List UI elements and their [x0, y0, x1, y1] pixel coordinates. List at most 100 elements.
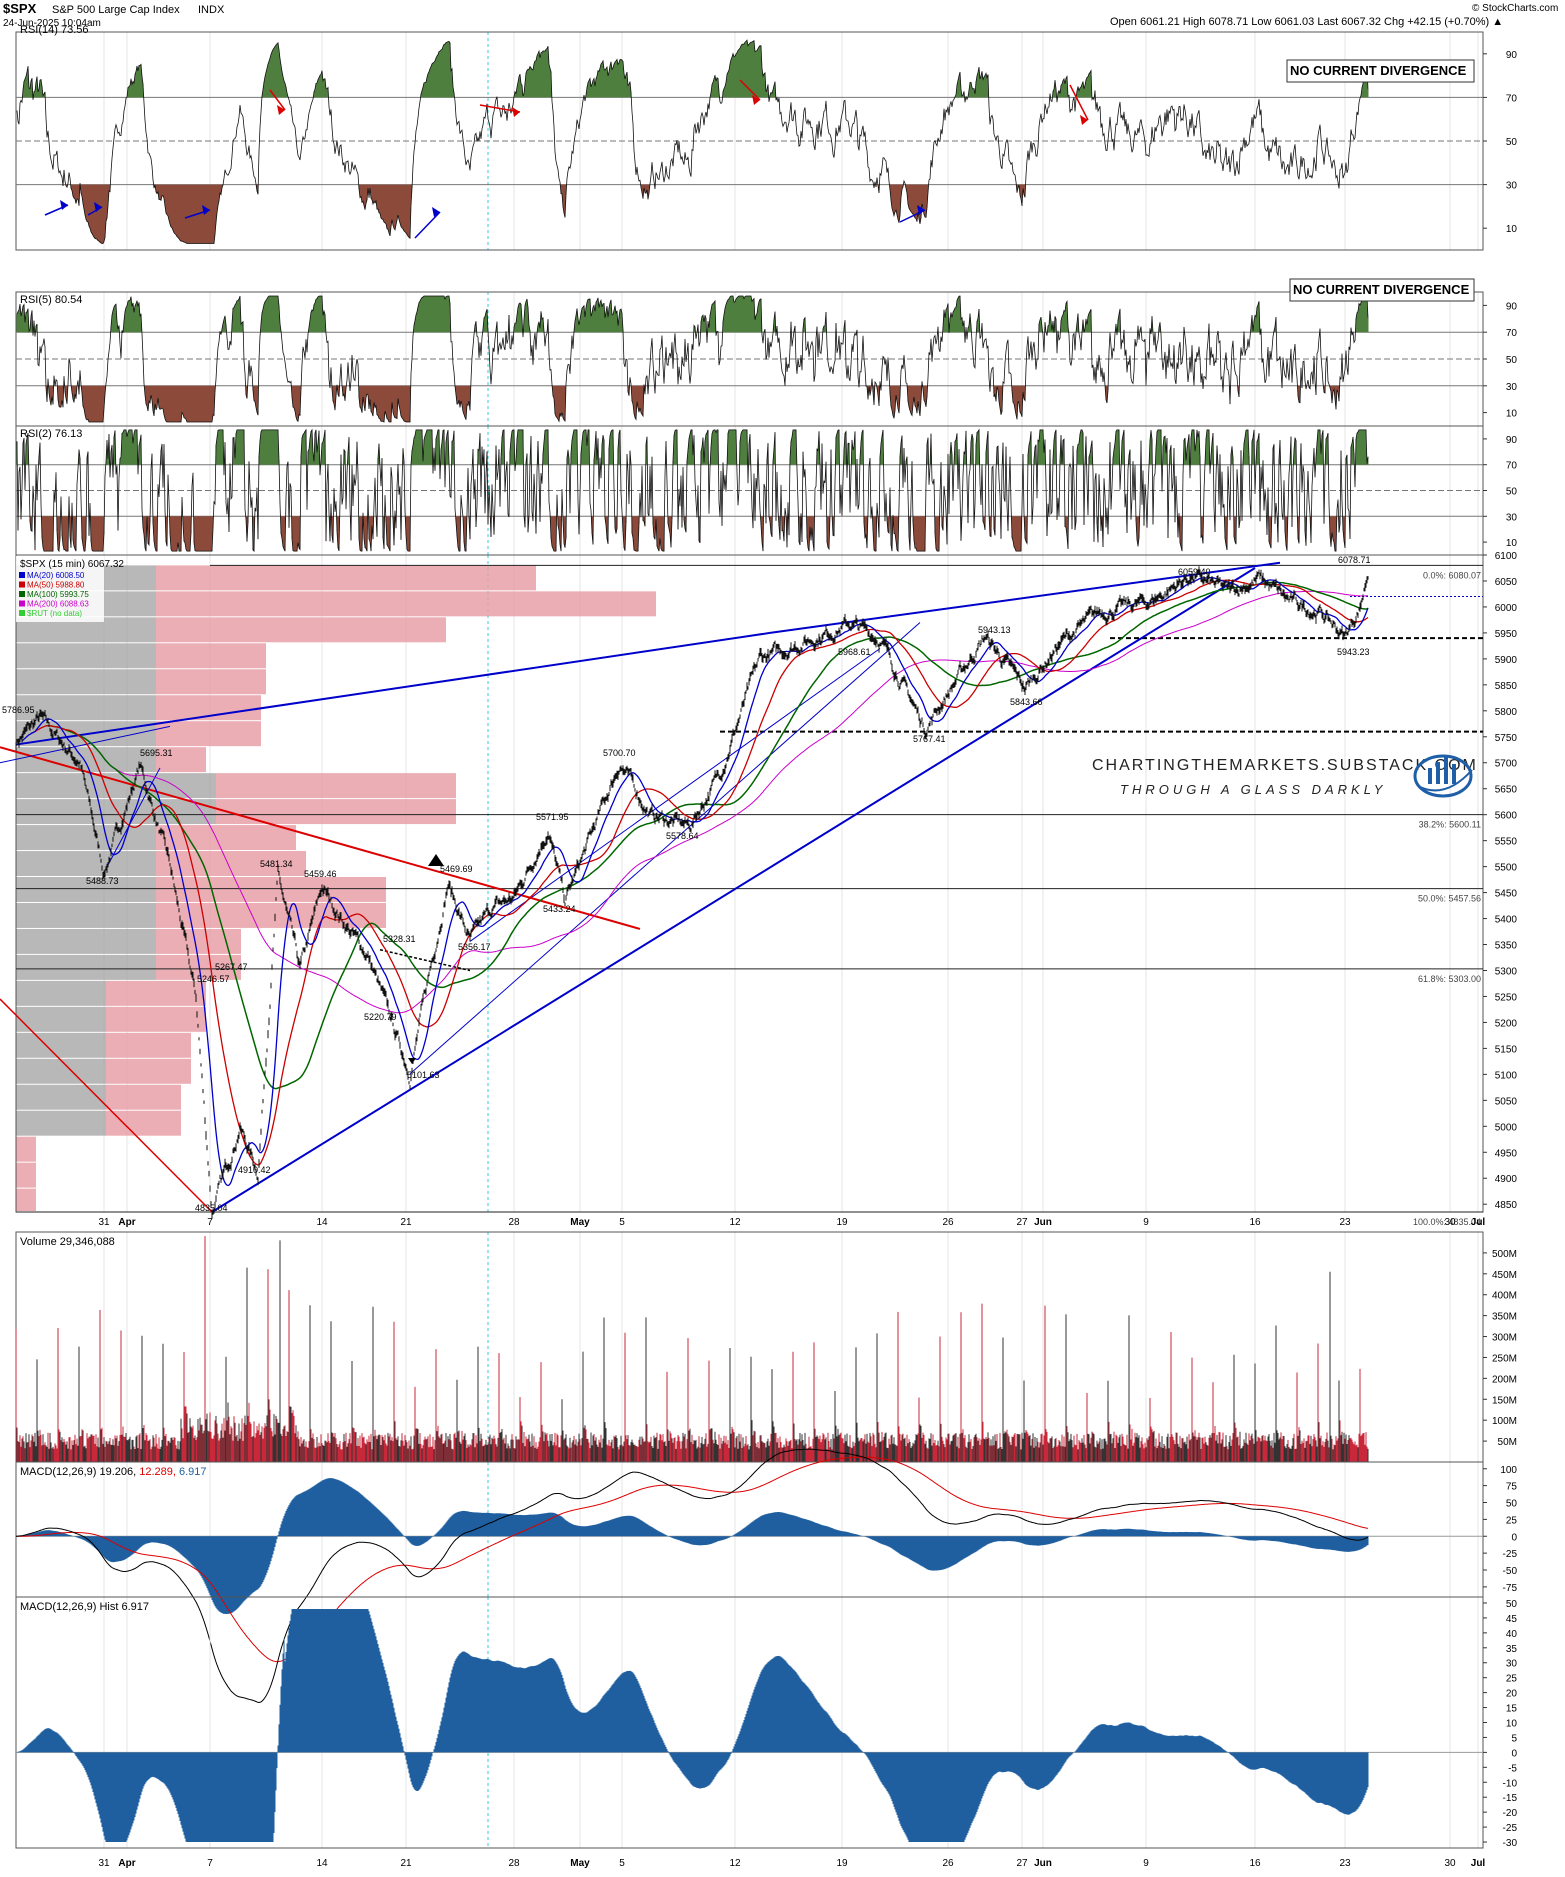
- fib-label: 50.0%: 5457.56: [1418, 894, 1481, 904]
- price-ytick-label: 5500: [1495, 863, 1518, 874]
- price-label: 5943.13: [978, 625, 1011, 635]
- volume-ytick-label: 300M: [1492, 1333, 1517, 1344]
- rsi14-ytick-label: 30: [1506, 181, 1518, 192]
- price-label: 5101.63: [407, 1070, 440, 1080]
- volume-profile-red: [216, 773, 456, 798]
- up-arrow-marker: [428, 854, 444, 866]
- legend-swatch: [19, 601, 25, 607]
- price-ytick-label: 5200: [1495, 1018, 1518, 1029]
- volume-ytick-label: 50M: [1498, 1437, 1517, 1448]
- volume-profile-grey: [16, 1085, 106, 1110]
- volume-ytick-label: 150M: [1492, 1395, 1517, 1406]
- index-name: S&P 500 Large Cap Index: [52, 4, 180, 16]
- volume-profile-grey: [16, 1033, 106, 1058]
- volume-profile-grey: [16, 955, 156, 980]
- rsi14-ytick-label: 70: [1506, 93, 1518, 104]
- rsi2-ytick-label: 30: [1506, 512, 1518, 523]
- price-label: 5246.57: [197, 974, 230, 984]
- symbol: $SPX: [3, 1, 37, 16]
- volume-profile-grey: [16, 825, 156, 850]
- price-label: 5767.41: [913, 734, 946, 744]
- legend-swatch: [19, 582, 25, 588]
- volume-profile-red: [106, 1033, 191, 1058]
- volume-ytick-label: 100M: [1492, 1416, 1517, 1427]
- dashed-trend-line: [380, 950, 470, 971]
- rsi2-ytick-label: 50: [1506, 487, 1518, 498]
- price-ytick-label: 4950: [1495, 1148, 1518, 1159]
- price-ytick-label: 5700: [1495, 759, 1518, 770]
- price-title: $SPX (15 min) 6067.32: [20, 559, 124, 570]
- price-label: 5968.61: [838, 647, 871, 657]
- price-ytick-label: 5250: [1495, 992, 1518, 1003]
- price-label: 6078.71: [1338, 555, 1371, 565]
- volume-profile-red: [156, 669, 266, 694]
- volume-ytick-label: 250M: [1492, 1353, 1517, 1364]
- volume-profile-red: [156, 565, 536, 590]
- price-ytick-label: 5100: [1495, 1070, 1518, 1081]
- volume-title: Volume 29,346,088: [20, 1236, 115, 1248]
- fib-label: 0.0%: 6080.07: [1423, 570, 1481, 580]
- fib-label: 61.8%: 5303.00: [1418, 974, 1481, 984]
- price-ytick-label: 5050: [1495, 1096, 1518, 1107]
- volume-ytick-label: 500M: [1492, 1249, 1517, 1260]
- price-label: 6059.40: [1178, 567, 1211, 577]
- price-ytick-label: 4850: [1495, 1200, 1518, 1211]
- volume-profile-grey: [16, 903, 156, 928]
- ohlc-line: Open 6061.21 High 6078.71 Low 6061.03 La…: [1110, 16, 1503, 28]
- price-label: 5843.66: [1010, 697, 1043, 707]
- price-ytick-label: 4900: [1495, 1174, 1518, 1185]
- price-label: 4910.42: [238, 1165, 271, 1175]
- legend-label: MA(100) 5993.75: [27, 590, 89, 599]
- channel-line: [410, 623, 920, 1074]
- volume-profile-grey: [16, 669, 156, 694]
- price-label: 5700.70: [603, 748, 636, 758]
- price-ytick-label: 5550: [1495, 837, 1518, 848]
- volume-profile-red: [156, 825, 296, 850]
- volume-profile-red: [106, 1111, 181, 1136]
- price-ytick-label: 5450: [1495, 889, 1518, 900]
- rsi2-title: RSI(2) 76.13: [20, 428, 82, 440]
- volume-profile-grey: [16, 1111, 106, 1136]
- price-ytick-label: 6100: [1495, 551, 1518, 562]
- volume-profile-red: [16, 1137, 36, 1162]
- volume-ytick-label: 450M: [1492, 1270, 1517, 1281]
- rsi2-ytick-label: 90: [1506, 435, 1518, 446]
- legend-label: MA(20) 6008.50: [27, 571, 85, 580]
- price-label: 4835.04: [195, 1203, 228, 1213]
- rsi14-line: [17, 40, 1368, 243]
- price-label: 5571.95: [536, 812, 569, 822]
- volume-profile-red: [156, 721, 261, 746]
- rsi5-ytick-label: 10: [1506, 409, 1518, 420]
- price-ytick-label: 5650: [1495, 785, 1518, 796]
- rsi5-ytick-label: 90: [1506, 301, 1518, 312]
- price-ytick-label: 5600: [1495, 811, 1518, 822]
- brand-label: © StockCharts.com: [1472, 3, 1558, 14]
- volume-ytick-label: 200M: [1492, 1374, 1517, 1385]
- legend-swatch: [19, 572, 25, 578]
- price-label: 5943.23: [1337, 647, 1370, 657]
- rsi2-ytick-label: 10: [1506, 538, 1518, 549]
- rsi14-ytick-label: 90: [1506, 50, 1518, 61]
- volume-ytick-label: 400M: [1492, 1291, 1517, 1302]
- price-label: 5469.69: [440, 864, 473, 874]
- volume-profile-red: [106, 1059, 191, 1084]
- price-ytick-label: 5850: [1495, 681, 1518, 692]
- volume-profile-red: [156, 643, 266, 668]
- volume-profile-grey: [16, 747, 156, 772]
- price-label: 5267.47: [215, 962, 248, 972]
- volume-profile-grey: [16, 981, 106, 1006]
- volume-profile-red: [16, 1189, 36, 1211]
- price-ytick-label: 6050: [1495, 577, 1518, 588]
- price-ytick-label: 5300: [1495, 966, 1518, 977]
- volume-profile-red: [106, 981, 206, 1006]
- rsi5-ytick-label: 70: [1506, 328, 1518, 339]
- price-label: 5356.17: [458, 942, 491, 952]
- legend-swatch: [19, 610, 25, 616]
- volume-profile-grey: [16, 1059, 106, 1084]
- price-label: 5578.64: [666, 831, 699, 841]
- rsi5-ytick-label: 30: [1506, 382, 1518, 393]
- volume-profile-grey: [16, 799, 216, 824]
- fib-label: 38.2%: 5600.11: [1419, 820, 1481, 830]
